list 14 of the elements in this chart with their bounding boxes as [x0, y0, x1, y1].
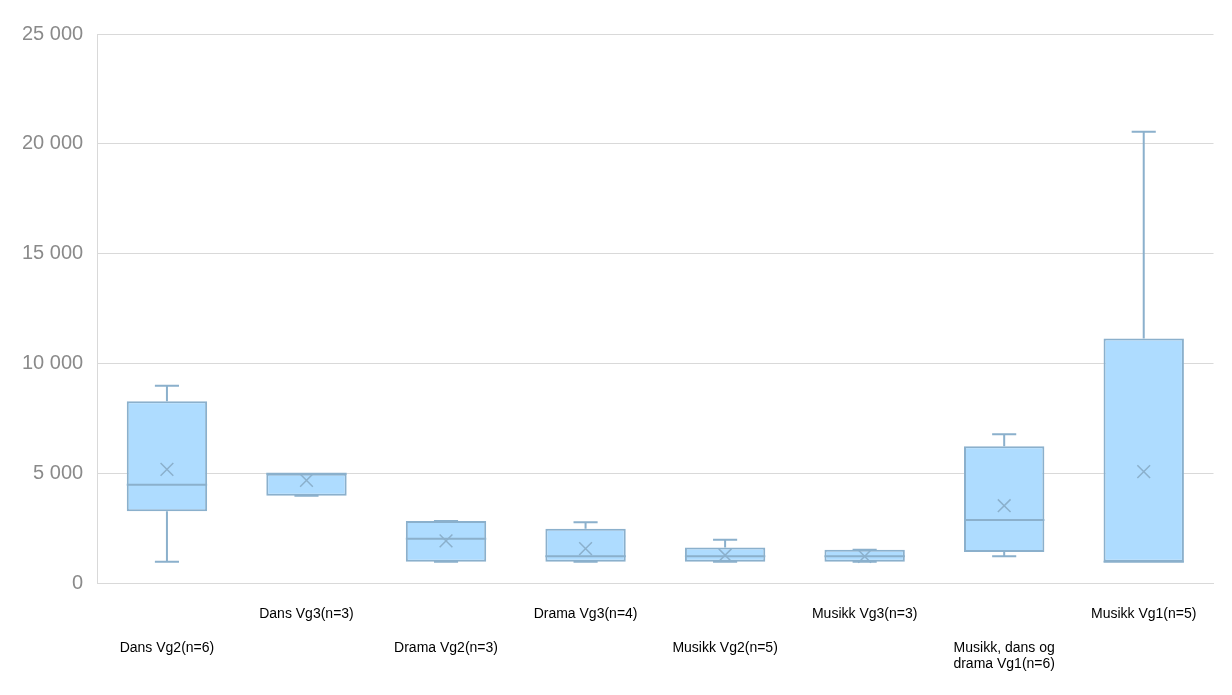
y-tick-label: 0: [72, 571, 84, 594]
x-tick-label: Musikk Vg2(n=5): [672, 638, 778, 655]
x-tick-label: Drama Vg2(n=3): [394, 638, 498, 655]
x-tick-label: Dans Vg3(n=3): [259, 605, 354, 622]
y-tick-label: 25 000: [22, 21, 84, 44]
y-tick-label: 5 000: [33, 461, 84, 484]
y-tick-label: 10 000: [22, 351, 84, 374]
x-tick-label: Musikk Vg3(n=3): [811, 605, 918, 622]
x-tick-label: Drama Vg3(n=4): [533, 605, 638, 622]
y-tick-label: 20 000: [22, 131, 84, 154]
x-tick-label: Dans Vg2(n=6): [119, 638, 215, 655]
x-tick-label: Musikk Vg1(n=5): [1091, 605, 1197, 622]
y-tick-label: 15 000: [22, 241, 84, 264]
x-tick-label: Musikk, dans og drama Vg1(n=6): [953, 638, 1055, 672]
